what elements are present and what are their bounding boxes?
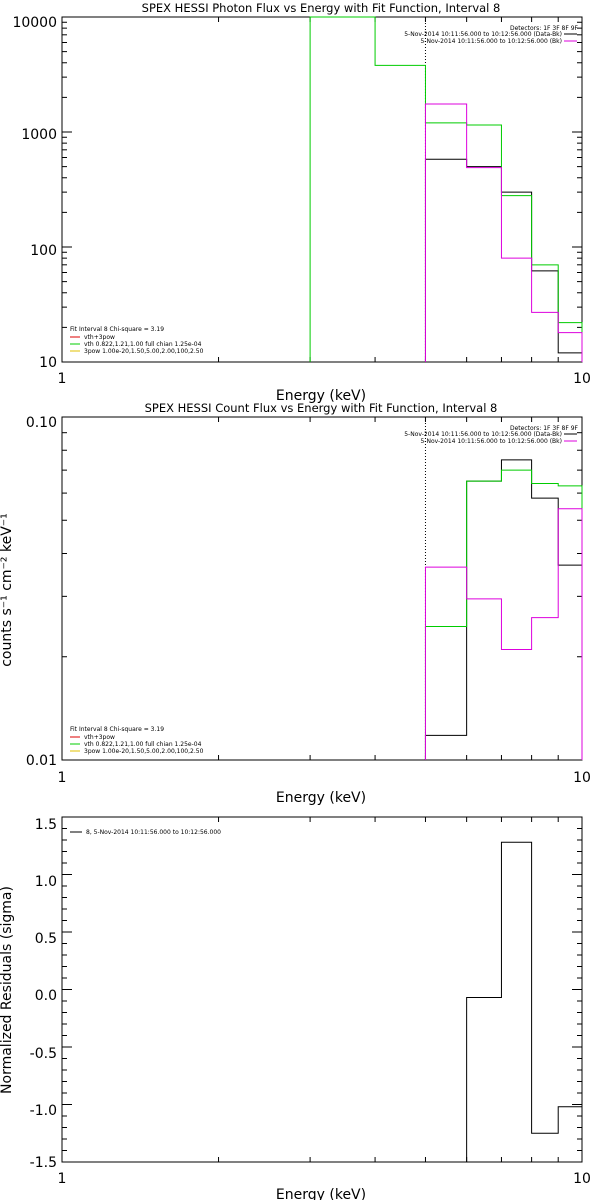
residuals-ylabel: Normalized Residuals (sigma) [0,886,15,1094]
count-flux-title: SPEX HESSI Count Flux vs Energy with Fit… [145,401,498,415]
residuals-ytick-neg1.5: -1.5 [30,1155,57,1171]
residuals-ytick-neg1.0: -1.0 [30,1103,57,1119]
residuals-ytick-1.5: 1.5 [35,817,57,833]
photon-legend-detectors: Detectors: 1F 3F 8F 9F [510,25,579,32]
photon-legend-3pow: 3pow 1.00e-20,1.50,5.00,2.00,100,2.50 [84,348,204,355]
photon-flux-title: SPEX HESSI Photon Flux vs Energy with Fi… [142,1,501,15]
photon-flux-xtick-1: 1 [58,371,67,387]
residuals-ytick-1.0: 1.0 [35,874,57,890]
residuals-xtick-1: 1 [58,1171,67,1187]
count-flux-frame [61,416,583,761]
photon-flux-ytick-10000: 10000 [12,15,57,31]
photon-series-2-line [424,103,583,362]
count-legend-detectors: Detectors: 1F 3F 8F 9F [510,425,579,432]
count-flux-xlabel: Energy (keV) [276,790,366,806]
count-series-2-line [424,508,583,760]
photon-flux-ytick-1000: 1000 [21,127,57,143]
count-flux-ylabel: counts s⁻¹ cm⁻² keV⁻¹ [0,513,15,667]
count-flux-xtick-1: 1 [58,770,67,786]
residuals-panel: 1.5 1.0 0.5 0.0 -0.5 -1.0 -1.5 1 10 Ener… [0,816,591,1200]
photon-flux-panel: SPEX HESSI Photon Flux vs Energy with Fi… [12,1,590,404]
residuals-frame [61,816,583,1163]
count-flux-panel: SPEX HESSI Count Flux vs Energy with Fit… [0,401,591,806]
residuals-ytick-neg0.5: -0.5 [30,1046,57,1062]
photon-legend-data-bk: 5-Nov-2014 10:11:56.000 to 10:12:56.000 … [404,31,562,38]
photon-series-1-line [309,16,583,362]
count-flux-marks [62,417,583,761]
photon-flux-ytick-10: 10 [39,355,57,371]
count-legend-data-bk: 5-Nov-2014 10:11:56.000 to 10:12:56.000 … [404,431,562,438]
residuals-series-0-line [425,841,583,1163]
photon-legend-model: vth+3pow [84,334,115,341]
photon-flux-xtick-10: 10 [573,371,591,387]
residuals-ytick-0.5: 0.5 [35,931,57,947]
photon-flux-ytick-100: 100 [30,243,57,259]
photon-series-0-line [424,158,583,362]
count-legend-model: vth+3pow [84,734,115,741]
photon-legend-fit: Fit Interval 8 Chi-square = 3.19 [70,326,164,333]
count-flux-xtick-10: 10 [573,770,591,786]
residuals-marks [62,816,583,1163]
photon-flux-frame [61,16,583,363]
residuals-ytick-0.0: 0.0 [35,988,57,1004]
residuals-legend: 8, 5-Nov-2014 10:11:56.000 to 10:12:56.0… [86,829,221,836]
photon-legend-bk: 5-Nov-2014 10:11:56.000 to 10:12:56.000 … [420,38,562,45]
count-legend-fit: Fit Interval 8 Chi-square = 3.19 [70,726,164,733]
photon-flux-marks [62,16,583,363]
count-series-1-line [424,469,583,760]
count-flux-ytick-0.10: 0.10 [26,415,57,431]
residuals-xtick-10: 10 [573,1171,591,1187]
count-legend-bk: 5-Nov-2014 10:11:56.000 to 10:12:56.000 … [420,438,562,445]
count-series-0-line [424,459,583,760]
residuals-xlabel: Energy (keV) [276,1187,366,1200]
photon-flux-xlabel: Energy (keV) [276,388,366,404]
count-legend-3pow: 3pow 1.00e-20,1.50,5.00,2.00,100,2.50 [84,748,204,755]
count-legend-vth: vth 0.822,1.21,1.00 full chian 1.25e-04 [84,741,202,748]
photon-legend-vth: vth 0.822,1.21,1.00 full chian 1.25e-04 [84,341,202,348]
count-flux-ytick-0.01: 0.01 [26,753,57,769]
